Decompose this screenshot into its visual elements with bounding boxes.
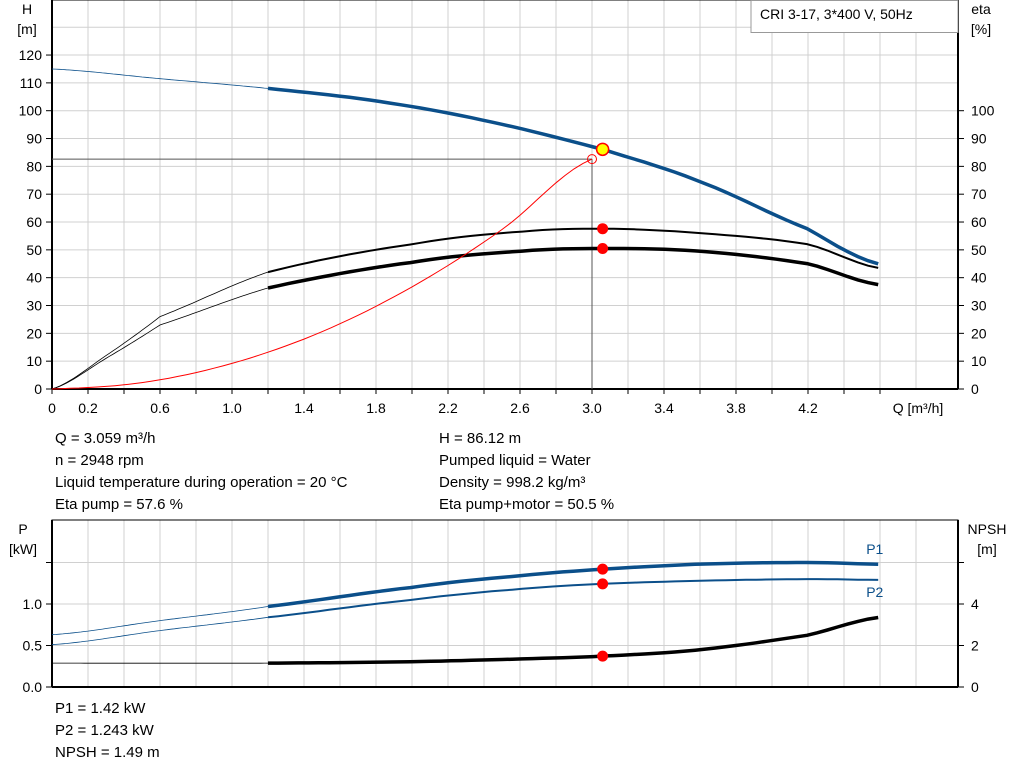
series-head-thin <box>51 68 269 89</box>
npsh-value: NPSH = 1.49 m <box>55 744 160 761</box>
y-axis-label-right: eta <box>971 1 991 17</box>
op-point-npsh <box>597 650 609 662</box>
op-point-eta-total <box>597 242 609 254</box>
eta-pump-value: Eta pump = 57.6 % <box>55 496 183 513</box>
y-tick-label-right: 50 <box>971 242 987 258</box>
y-tick-label-left: 90 <box>26 131 42 147</box>
duty-results-right: H = 86.12 m Pumped liquid = Water Densit… <box>439 428 614 516</box>
y-tick-label-right: 60 <box>971 214 987 230</box>
x-tick-label: 0 <box>48 400 56 416</box>
y-axis-unit-right: [%] <box>971 21 991 37</box>
series-NPSH <box>268 615 879 665</box>
x-axis-label: Q [m³/h] <box>893 400 944 416</box>
y-tick-label-right: 4 <box>971 596 979 612</box>
series-P2-thin <box>51 616 269 646</box>
y-tick-label-left: 40 <box>26 270 42 286</box>
y-tick-label-left: 70 <box>26 186 42 202</box>
duty-point-marker <box>587 154 597 165</box>
op-point-p1 <box>597 563 609 575</box>
y-tick-label-left: 0.0 <box>23 679 43 695</box>
x-tick-label: 3.4 <box>654 400 674 416</box>
y-tick-label-left: 0.5 <box>23 638 43 654</box>
duty-results-left: Q = 3.059 m³/h n = 2948 rpm Liquid tempe… <box>55 428 347 516</box>
y-tick-label-right: 0 <box>971 381 979 397</box>
speed-value: n = 2948 rpm <box>55 452 144 469</box>
y-tick-label-left: 60 <box>26 214 42 230</box>
op-point-p2 <box>597 578 609 590</box>
y-axis-label-left: P <box>18 521 27 537</box>
power-results: P1 = 1.42 kW P2 = 1.243 kW NPSH = 1.49 m <box>55 698 160 764</box>
series-label-P1: P1 <box>866 541 883 557</box>
density-value: Density = 998.2 kg/m³ <box>439 474 586 491</box>
eta-total-value: Eta pump+motor = 50.5 % <box>439 496 615 513</box>
y-tick-label-left: 0 <box>34 381 42 397</box>
legend-box <box>750 0 959 33</box>
temperature-value: Liquid temperature during operation = 20… <box>55 474 348 491</box>
p1-value: P1 = 1.42 kW <box>55 700 146 717</box>
y-tick-label-right: 2 <box>971 638 979 654</box>
series-P1-thin <box>51 606 269 636</box>
y-tick-label-left: 100 <box>19 103 43 119</box>
y-axis-label-right: NPSH <box>968 521 1007 537</box>
y-tick-label-left: 110 <box>20 75 43 91</box>
x-tick-label: 2.6 <box>510 400 530 416</box>
y-tick-label-right: 10 <box>971 353 987 369</box>
p2-value: P2 = 1.243 kW <box>55 722 154 739</box>
series-system_curve <box>51 158 593 390</box>
y-tick-label-right: 80 <box>971 158 987 174</box>
y-axis-unit-left: [kW] <box>9 541 37 557</box>
y-tick-label-right: 90 <box>971 131 987 147</box>
y-tick-label-left: 1.0 <box>23 596 43 612</box>
y-tick-label-left: 50 <box>26 242 42 258</box>
y-tick-label-right: 20 <box>971 325 987 341</box>
series-eta_total <box>267 246 879 290</box>
y-tick-label-right: 0 <box>971 679 979 695</box>
series-P1 <box>267 560 879 609</box>
y-tick-label-left: 20 <box>26 325 42 341</box>
y-tick-label-left: 80 <box>26 158 42 174</box>
y-tick-label-left: 120 <box>19 47 43 63</box>
x-tick-label: 1.8 <box>366 400 386 416</box>
y-tick-label-left: 10 <box>26 353 42 369</box>
liquid-value: Pumped liquid = Water <box>439 452 591 469</box>
x-tick-label: 0.6 <box>150 400 170 416</box>
y-tick-label-right: 40 <box>971 270 987 286</box>
op-point-head <box>595 142 610 157</box>
x-tick-label: 4.2 <box>798 400 818 416</box>
series-head <box>267 86 879 266</box>
flow-value: Q = 3.059 m³/h <box>55 430 156 447</box>
x-tick-label: 3.8 <box>726 400 746 416</box>
y-tick-label-right: 30 <box>971 298 987 314</box>
head-value: H = 86.12 m <box>439 430 522 447</box>
x-tick-label: 3.0 <box>582 400 602 416</box>
series-eta_pump <box>267 227 879 274</box>
series-eta_total-thin <box>51 287 269 390</box>
x-tick-label: 0.2 <box>78 400 98 416</box>
series-P2 <box>267 578 879 619</box>
series-eta_pump-thin <box>51 271 269 390</box>
legend-title: CRI 3-17, 3*400 V, 50Hz <box>760 6 913 22</box>
y-axis-label-left: H <box>22 1 32 17</box>
y-tick-label-left: 30 <box>26 298 42 314</box>
y-tick-label-right: 100 <box>971 103 995 119</box>
x-tick-label: 1.0 <box>222 400 242 416</box>
series-label-P2: P2 <box>866 584 883 600</box>
op-point-eta-pump <box>597 223 609 235</box>
y-tick-label-right: 70 <box>971 186 987 202</box>
x-tick-label: 1.4 <box>294 400 314 416</box>
x-tick-label: 2.2 <box>438 400 458 416</box>
y-axis-unit-right: [m] <box>977 541 996 557</box>
y-axis-unit-left: [m] <box>17 21 36 37</box>
